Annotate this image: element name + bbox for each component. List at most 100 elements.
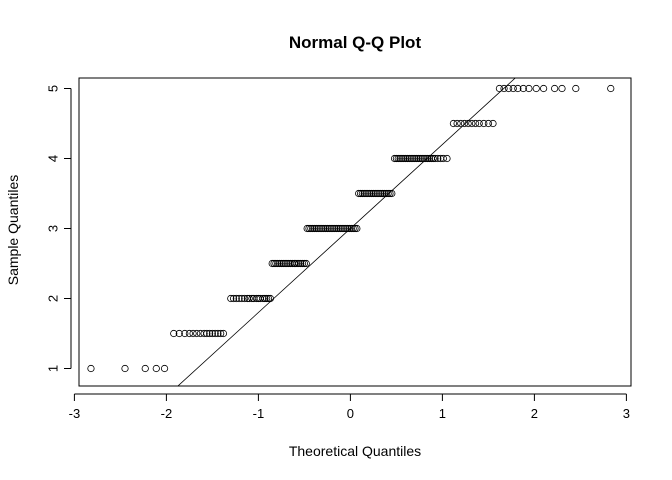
- qq-point: [532, 84, 540, 93]
- qq-point: [424, 154, 432, 163]
- qq-point: [327, 224, 335, 233]
- qq-point: [449, 119, 458, 128]
- qq-point: [293, 259, 301, 268]
- qq-point: [371, 189, 379, 198]
- qq-point: [121, 364, 129, 373]
- y-tick-label: 5: [46, 85, 61, 92]
- qq-point: [275, 259, 284, 268]
- qq-point: [200, 329, 208, 338]
- qq-point: [331, 224, 339, 233]
- qq-point: [87, 364, 95, 373]
- qq-point: [283, 259, 291, 268]
- x-tick-label: -1: [253, 406, 265, 421]
- qq-point: [261, 294, 269, 303]
- qq-point: [214, 329, 222, 338]
- qq-point: [384, 189, 392, 198]
- qq-point: [259, 294, 267, 303]
- qq-point: [320, 224, 328, 233]
- qq-point: [411, 154, 419, 163]
- qq-point: [358, 189, 366, 198]
- x-tick-label: -2: [161, 406, 173, 421]
- qq-point: [396, 154, 404, 163]
- qq-point: [388, 189, 396, 198]
- x-axis-label: Theoretical Quantiles: [289, 443, 421, 459]
- qq-point: [558, 84, 566, 93]
- qq-point: [347, 224, 355, 233]
- qq-reference-line: [177, 78, 516, 386]
- qq-point: [464, 119, 472, 128]
- qq-point: [316, 224, 324, 233]
- qq-point: [420, 154, 428, 163]
- qq-point: [302, 259, 310, 268]
- qq-point: [342, 224, 350, 233]
- qq-point: [480, 119, 488, 128]
- qq-point: [434, 154, 442, 163]
- qq-point: [298, 259, 307, 268]
- qq-point: [460, 119, 469, 128]
- y-tick-label: 3: [46, 225, 61, 232]
- qq-point: [227, 294, 235, 303]
- qq-point: [208, 329, 216, 338]
- qq-point: [238, 294, 246, 303]
- qq-point: [457, 119, 465, 128]
- qq-point: [206, 329, 214, 338]
- qq-point: [407, 154, 415, 163]
- y-axis: 1 2 3 4 5: [46, 85, 72, 372]
- qq-point: [468, 119, 476, 128]
- qq-point: [263, 294, 271, 303]
- qq-point: [377, 189, 385, 198]
- qq-point: [193, 329, 201, 338]
- x-axis: -3 -2 -1 0 1 2 3: [69, 393, 630, 421]
- qq-point: [364, 189, 372, 198]
- qq-point: [268, 259, 276, 268]
- qq-point: [373, 189, 381, 198]
- qq-point: [378, 189, 387, 198]
- qq-point: [344, 224, 352, 233]
- qq-point: [336, 224, 344, 233]
- qq-point: [295, 259, 303, 268]
- qq-point: [318, 224, 326, 233]
- qq-point: [525, 84, 533, 93]
- chart-title: Normal Q-Q Plot: [289, 33, 422, 52]
- qq-point: [475, 119, 483, 128]
- x-tick-label: 2: [531, 406, 538, 421]
- qq-point: [274, 259, 282, 268]
- qq-point: [305, 224, 313, 233]
- reference-line-group: [177, 78, 516, 386]
- qq-point: [519, 84, 527, 93]
- qq-point: [471, 119, 480, 128]
- qq-point: [281, 259, 289, 268]
- qq-point: [353, 224, 361, 233]
- qq-point: [219, 329, 228, 338]
- qq-point: [175, 329, 183, 338]
- qq-point: [185, 329, 193, 338]
- qq-point: [514, 84, 522, 93]
- qq-point: [325, 224, 333, 233]
- qq-point: [329, 224, 337, 233]
- qq-point: [310, 224, 319, 233]
- y-tick-label: 1: [46, 365, 61, 372]
- qq-point: [607, 84, 615, 93]
- qq-point: [403, 154, 412, 163]
- qq-point: [297, 259, 305, 268]
- qq-point: [351, 224, 359, 233]
- qq-point: [340, 224, 348, 233]
- qq-point: [170, 329, 178, 338]
- qq-point: [196, 329, 205, 338]
- qq-point: [418, 154, 426, 163]
- qq-point: [362, 189, 370, 198]
- qq-point: [375, 189, 383, 198]
- qq-point: [307, 224, 315, 233]
- qq-point: [443, 154, 451, 163]
- qq-point: [425, 154, 434, 163]
- qq-point: [323, 224, 331, 233]
- qq-point: [334, 224, 343, 233]
- qq-point: [141, 364, 149, 373]
- y-axis-label: Sample Quantiles: [5, 175, 21, 286]
- qq-point: [414, 154, 423, 163]
- qq-point: [409, 154, 417, 163]
- qq-point: [495, 84, 504, 93]
- qq-point: [356, 189, 365, 198]
- qq-point: [321, 224, 330, 233]
- qq-point: [500, 84, 508, 93]
